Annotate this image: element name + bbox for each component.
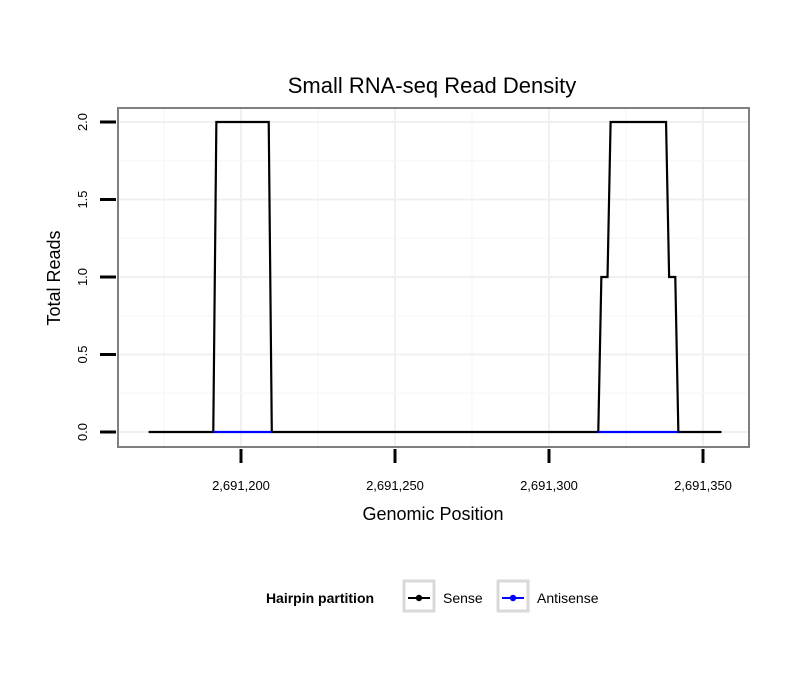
x-axis: 2,691,200 2,691,250 2,691,300 2,691,350 [212, 449, 732, 493]
y-axis-title: Total Reads [44, 230, 64, 325]
legend-title: Hairpin partition [266, 590, 374, 606]
y-axis: 0.0 0.5 1.0 1.5 2.0 [75, 113, 116, 441]
y-tick-label: 0.0 [75, 423, 90, 441]
y-tick-label: 1.5 [75, 190, 90, 208]
x-tick-label: 2,691,350 [674, 478, 732, 493]
x-axis-title: Genomic Position [362, 504, 503, 524]
legend-label-antisense: Antisense [537, 590, 599, 606]
chart-title: Small RNA-seq Read Density [288, 73, 577, 98]
grid-lines [118, 108, 749, 447]
y-tick-label: 2.0 [75, 113, 90, 131]
x-tick-label: 2,691,200 [212, 478, 270, 493]
legend-item-antisense: Antisense [496, 579, 599, 613]
legend-label-sense: Sense [443, 590, 483, 606]
x-tick-label: 2,691,300 [520, 478, 578, 493]
series-line-sense [148, 120, 722, 434]
plot-panel-border [117, 107, 750, 448]
x-tick-label: 2,691,250 [366, 478, 424, 493]
series-lines [148, 120, 722, 434]
legend-key-sense [402, 579, 436, 613]
legend-key-dot-antisense [509, 594, 517, 602]
legend: Hairpin partition Sense Antisense [266, 579, 599, 613]
y-tick-label: 1.0 [75, 268, 90, 286]
legend-item-sense: Sense [402, 579, 483, 613]
y-tick-label: 0.5 [75, 345, 90, 363]
legend-key-dot-sense [415, 594, 423, 602]
